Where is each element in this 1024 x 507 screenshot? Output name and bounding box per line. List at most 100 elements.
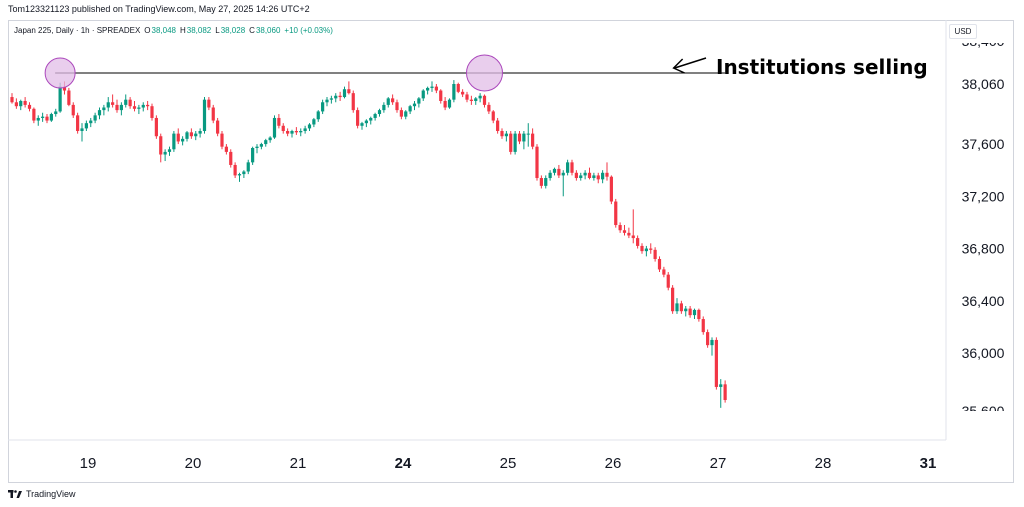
high-value: 38,082 — [186, 26, 212, 35]
candle — [364, 119, 368, 128]
highlight-circle — [466, 54, 503, 92]
candle — [307, 123, 312, 132]
candle-body — [657, 258, 662, 270]
candle-body — [487, 104, 491, 112]
candle-body — [719, 384, 723, 387]
candle — [482, 94, 487, 108]
candle — [644, 245, 648, 257]
candle — [32, 107, 36, 124]
candle — [539, 175, 543, 189]
candle — [601, 170, 605, 184]
candle-body — [697, 309, 701, 320]
candle — [697, 308, 701, 322]
candle-body — [369, 117, 373, 121]
candle-body — [128, 99, 132, 107]
arrow-head — [672, 58, 685, 74]
candle-body — [62, 86, 67, 91]
candle-body — [54, 111, 58, 115]
candle-body — [159, 136, 163, 155]
candle — [27, 102, 32, 112]
candle — [631, 209, 635, 244]
candle-body — [640, 245, 644, 252]
x-tick-label: 19 — [80, 455, 97, 472]
candle — [351, 90, 355, 113]
candle — [76, 112, 80, 134]
y-tick-label-clipped: 35,600 — [962, 403, 1005, 419]
candle — [557, 164, 561, 179]
candle — [259, 142, 263, 150]
candle-body — [430, 86, 434, 88]
candle — [286, 128, 290, 137]
candle-body — [220, 133, 224, 147]
candle-body — [596, 175, 600, 180]
candle-body — [342, 89, 347, 98]
candle-body — [10, 97, 14, 103]
candle — [242, 170, 246, 179]
candle-body — [119, 104, 123, 111]
candle-body — [701, 319, 705, 333]
candle — [360, 121, 364, 130]
candle-body — [509, 133, 513, 152]
candle-body — [461, 91, 465, 95]
candle-body — [286, 131, 290, 134]
candle-body — [124, 99, 128, 105]
candle-body — [233, 164, 237, 176]
candle-body — [224, 146, 228, 152]
candle-body — [154, 117, 158, 137]
candle-body — [399, 110, 403, 117]
candle-body — [535, 146, 539, 179]
candle — [281, 123, 285, 134]
candle-body — [41, 116, 45, 118]
candle — [666, 272, 670, 291]
candle-body — [89, 120, 93, 124]
candle — [154, 115, 158, 139]
candle — [622, 225, 627, 236]
candle — [137, 104, 141, 115]
candle — [67, 87, 71, 107]
candle-body — [176, 133, 180, 142]
candle — [579, 172, 583, 181]
candle — [714, 337, 718, 390]
candle — [421, 89, 425, 101]
candle-body — [377, 110, 382, 115]
candle-body — [649, 248, 653, 250]
candle — [408, 104, 412, 115]
candle — [14, 98, 18, 109]
candle — [224, 144, 228, 155]
candle-body — [163, 151, 167, 155]
candle-body — [601, 172, 605, 180]
candle-body — [237, 174, 242, 176]
candle-body — [194, 133, 198, 137]
x-tick-label: 24 — [395, 455, 412, 472]
candle-body — [614, 201, 618, 226]
currency-badge[interactable]: USD — [949, 24, 977, 39]
candle — [294, 127, 298, 135]
candle-body — [277, 117, 281, 126]
candle-body — [692, 309, 697, 316]
candle-body — [115, 104, 119, 111]
candle — [325, 97, 329, 107]
x-tick-label: 28 — [815, 455, 832, 472]
candle — [570, 159, 574, 176]
candle-body — [14, 102, 18, 107]
candle — [255, 144, 259, 154]
published-by-header: Tom123321123 published on TradingView.co… — [8, 4, 310, 14]
candle-body — [583, 172, 587, 176]
candle — [609, 175, 613, 205]
candle — [710, 337, 714, 356]
candle-body — [58, 86, 62, 112]
candle — [465, 91, 469, 103]
candle-body — [347, 89, 351, 94]
candle — [395, 99, 399, 113]
candle-body — [382, 104, 386, 111]
candle — [636, 235, 640, 249]
symbol-label[interactable]: Japan 225, Daily · 1h · SPREADEX — [14, 26, 141, 35]
candle-body — [469, 99, 473, 101]
x-tick-label: 27 — [710, 455, 727, 472]
y-tick-label: 36,400 — [962, 293, 1005, 309]
candle — [382, 102, 386, 113]
candle — [277, 114, 281, 129]
candle — [167, 146, 172, 156]
candle-body — [644, 248, 648, 252]
